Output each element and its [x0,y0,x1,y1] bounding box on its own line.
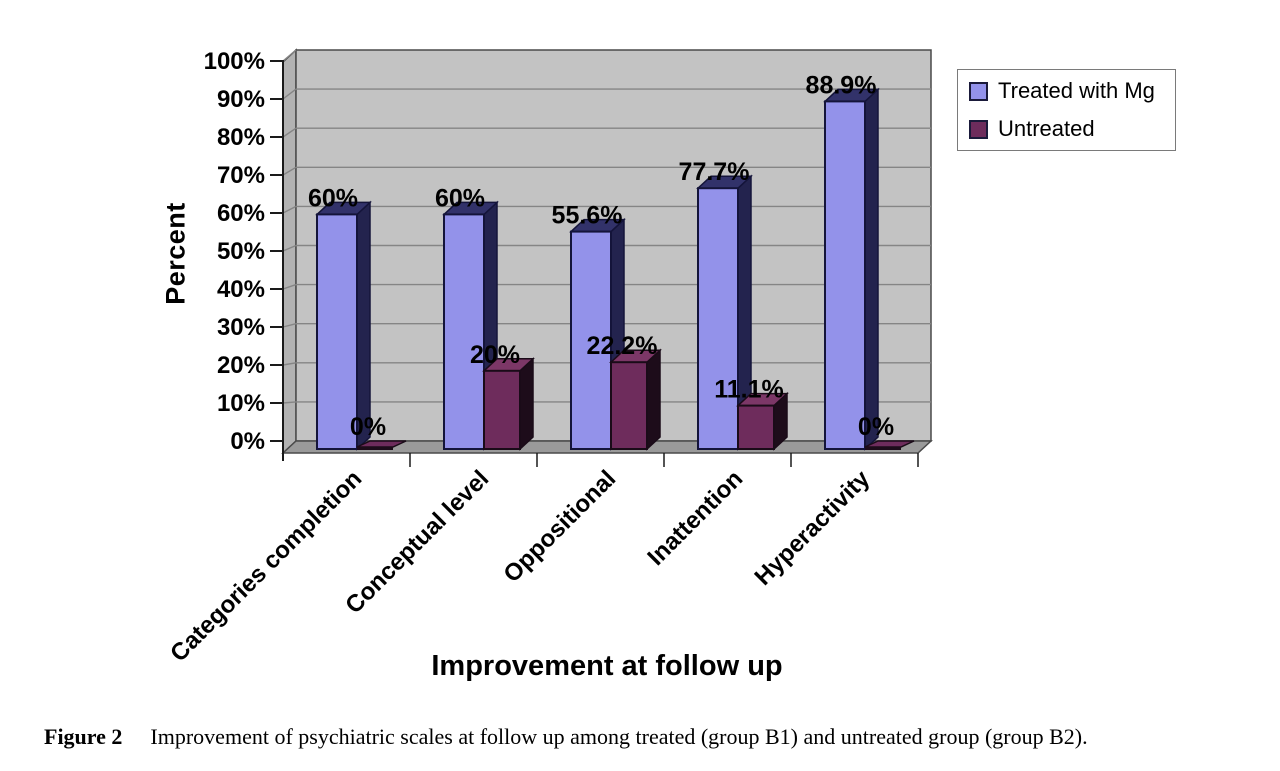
data-label: 11.1% [714,376,784,404]
figure-caption-text: Improvement of psychiatric scales at fol… [150,724,1088,749]
y-tick-label: 0% [230,428,265,455]
bar-face [824,100,866,450]
wall-connector [282,362,297,366]
data-label: 88.9% [806,71,877,99]
legend-item-treated: Treated with Mg [969,78,1175,104]
y-tick-label: 60% [217,200,265,227]
category-label: Hyperactivity [750,465,876,591]
bar-chart-plot: 0% 10% 20% 30% 40% 50% 60% 70% 80% 90% 100% 60% 0% 60… [165,48,933,667]
bar-side [356,200,371,451]
bar-face [570,230,612,450]
wall-connector [282,205,297,214]
bar-face [697,187,739,450]
wall-connector [282,88,297,100]
y-tick-label: 100% [204,48,265,75]
y-axis-title: Percent [160,202,191,305]
category-label: Inattention [642,465,748,571]
data-label: 77.7% [679,158,750,186]
bar-face [737,404,775,450]
y-tick-label: 80% [217,124,265,151]
legend-swatch-treated-icon [969,81,988,101]
legend-label-treated: Treated with Mg [998,78,1155,103]
data-label: 0% [350,413,386,441]
category-label: Categories completion [165,465,367,667]
bar-side [864,87,879,451]
data-label: 60% [435,184,485,212]
bar-flat-front [865,447,901,450]
y-tick-label: 90% [217,86,265,113]
bar-side [646,348,661,451]
y-tick-label: 50% [217,238,265,265]
legend-item-untreated: Untreated [969,116,1175,142]
bar-face [610,361,648,450]
data-label: 60% [308,184,358,212]
category-label: Oppositional [498,465,621,588]
left-wall [282,48,297,455]
bar-side [519,357,534,451]
wall-connector [282,49,297,62]
legend: Treated with Mg Untreated [957,69,1176,151]
y-tick-label: 10% [217,390,265,417]
bar-face [443,213,485,450]
wall-connector [282,283,297,290]
data-label: 55.6% [552,202,623,230]
figure-label: Figure 2 [44,724,123,749]
x-axis-title: Improvement at follow up [431,650,783,682]
wall-connector [282,401,297,404]
data-label: 0% [858,413,894,441]
data-label: 20% [470,341,520,369]
y-tick-label: 40% [217,276,265,303]
bar-flat-front [357,447,393,450]
wall-connector [282,323,297,328]
y-tick-label: 30% [217,314,265,341]
legend-swatch-untreated-icon [969,119,988,139]
category-label: Conceptual level [340,465,494,619]
bar-face [483,369,521,450]
legend-label-untreated: Untreated [998,116,1095,141]
wall-connector [282,244,297,252]
y-tick-label: 70% [217,162,265,189]
bar-face [316,213,358,450]
wall-connector [282,127,297,138]
y-tick-label: 20% [217,352,265,379]
data-label: 22.2% [587,332,658,360]
figure-caption: Figure 2 Improvement of psychiatric scale… [44,724,1254,750]
wall-connector [282,166,297,176]
